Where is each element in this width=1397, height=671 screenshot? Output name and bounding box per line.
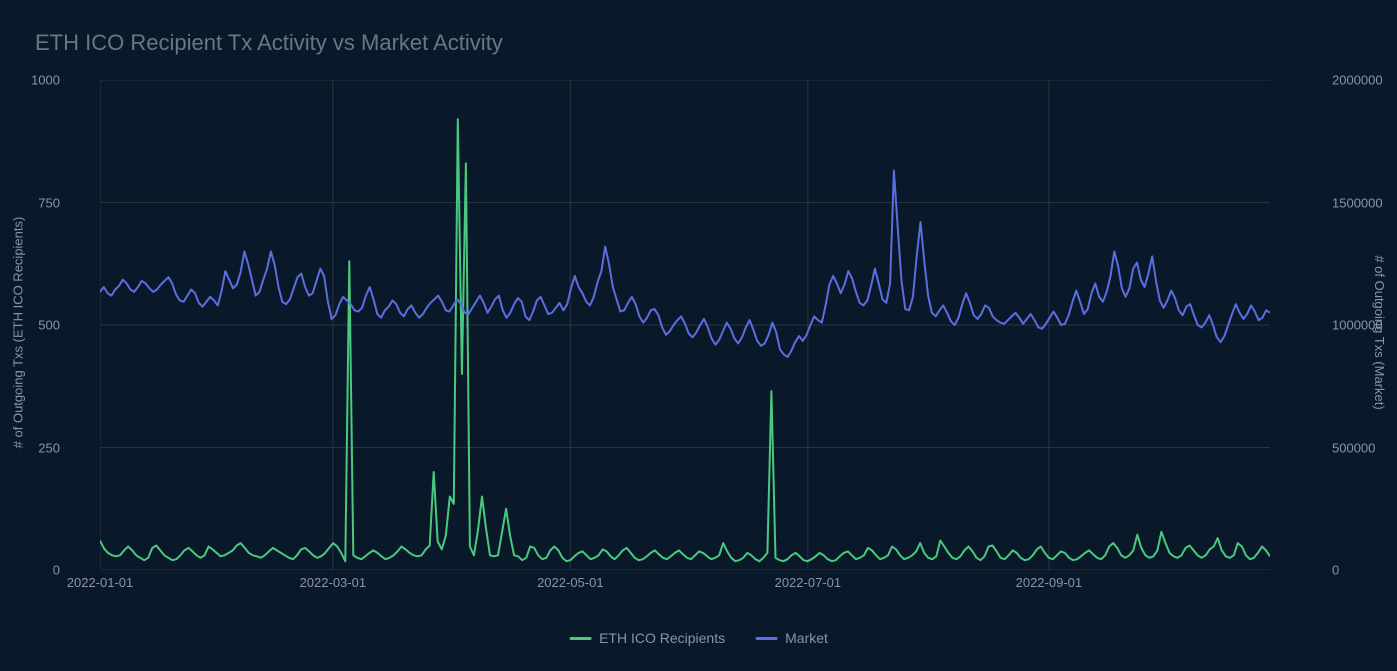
y-tick-right: 1500000: [1332, 195, 1383, 210]
chart-title: ETH ICO Recipient Tx Activity vs Market …: [35, 30, 503, 56]
legend-swatch-market: [755, 637, 777, 640]
chart-svg: [100, 80, 1270, 570]
y-tick-left: 0: [53, 563, 60, 578]
x-tick: 2022-01-01: [67, 575, 134, 590]
y-tick-right: 0: [1332, 563, 1339, 578]
x-tick: 2022-03-01: [300, 575, 367, 590]
x-tick: 2022-07-01: [775, 575, 842, 590]
y-tick-left: 250: [38, 440, 60, 455]
legend-item-market[interactable]: Market: [755, 630, 828, 646]
x-tick: 2022-09-01: [1016, 575, 1083, 590]
legend-item-eth[interactable]: ETH ICO Recipients: [569, 630, 725, 646]
legend-swatch-eth: [569, 637, 591, 640]
y-axis-left-label: # of Outgoing Txs (ETH ICO Recipients): [11, 217, 26, 449]
y-tick-left: 1000: [31, 73, 60, 88]
y-tick-right: 1000000: [1332, 318, 1383, 333]
x-axis: 2022-01-012022-03-012022-05-012022-07-01…: [100, 570, 1270, 600]
y-tick-left: 750: [38, 195, 60, 210]
legend-label-market: Market: [785, 630, 828, 646]
y-tick-left: 500: [38, 318, 60, 333]
x-tick: 2022-05-01: [537, 575, 604, 590]
y-tick-right: 500000: [1332, 440, 1375, 455]
legend-label-eth: ETH ICO Recipients: [599, 630, 725, 646]
y-axis-right-label: # of Outgoing Txs (Market): [1372, 255, 1387, 409]
chart-plot-area[interactable]: [100, 80, 1270, 570]
y-tick-right: 2000000: [1332, 73, 1383, 88]
legend: ETH ICO Recipients Market: [569, 630, 828, 646]
